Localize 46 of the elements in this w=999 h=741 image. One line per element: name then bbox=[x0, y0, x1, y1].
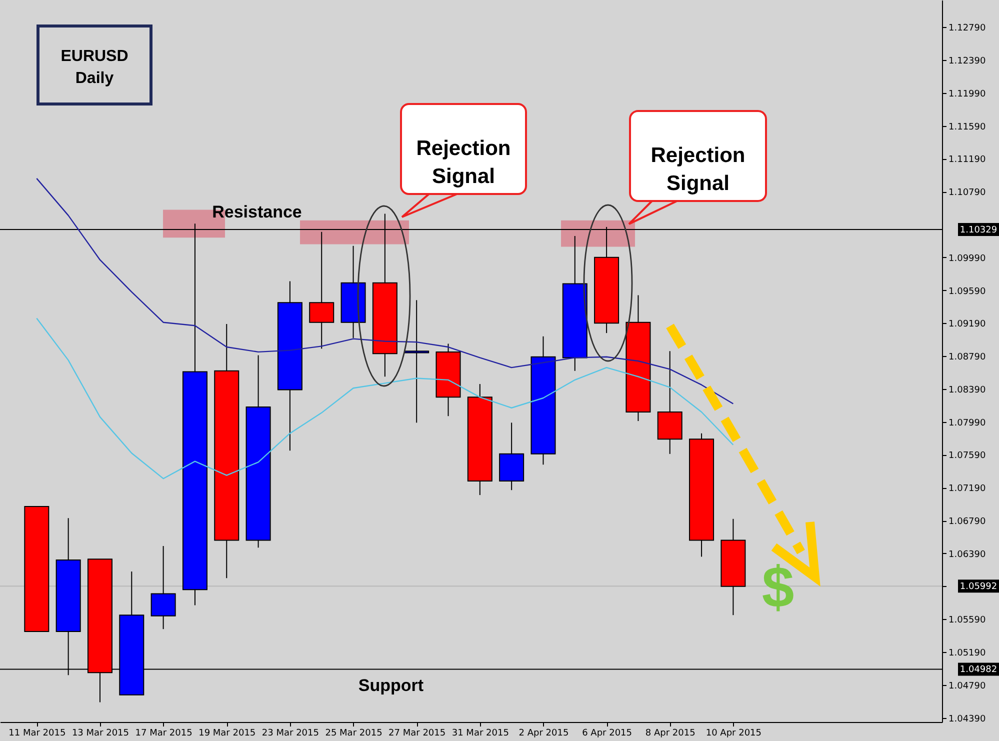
x-tick-label: 31 Mar 2015 bbox=[452, 728, 509, 738]
y-tick-label: 1.08790 bbox=[948, 352, 986, 363]
line-series bbox=[36, 318, 734, 480]
y-tick-label: 1.04390 bbox=[948, 714, 986, 724]
text: Daily bbox=[75, 70, 114, 87]
y-tick-label: 1.12390 bbox=[948, 56, 986, 67]
candlestick bbox=[404, 300, 430, 424]
y-tick-label: 1.05190 bbox=[948, 648, 986, 659]
x-tick-label: 8 Apr 2015 bbox=[645, 728, 696, 738]
y-tick-label: 1.11990 bbox=[948, 89, 986, 100]
y-tick-label: 1.08390 bbox=[948, 385, 986, 396]
x-tick-label: 17 Mar 2015 bbox=[135, 728, 192, 738]
y-tick-label: 1.11190 bbox=[948, 155, 986, 166]
y-tick-label: 1.05590 bbox=[948, 616, 986, 626]
x-tick-label: 19 Mar 2015 bbox=[198, 728, 256, 738]
text: EURUSD bbox=[60, 48, 128, 65]
y-tick-label: 1.10790 bbox=[948, 188, 986, 198]
annotation: Resistance bbox=[212, 202, 302, 222]
ref-line-label: 1.05992 bbox=[960, 582, 998, 592]
x-tick-label: 2 Apr 2015 bbox=[518, 728, 569, 738]
annotation: Support bbox=[358, 676, 424, 696]
ref-line-label: 1.10329 bbox=[960, 226, 998, 236]
x-tick-label: 11 Mar 2015 bbox=[8, 728, 66, 738]
ref-line-label: 1.04982 bbox=[960, 665, 998, 676]
y-tick-label: 1.09590 bbox=[948, 286, 986, 297]
x-tick-label: 27 Mar 2015 bbox=[388, 728, 446, 738]
y-tick-label: 1.09990 bbox=[948, 254, 986, 264]
x-tick-label: 10 Apr 2015 bbox=[706, 728, 762, 738]
annotation: Rejection Signal bbox=[650, 144, 746, 195]
y-tick-label: 1.07590 bbox=[948, 451, 986, 462]
y-tick-label: 1.12790 bbox=[948, 24, 986, 34]
y-tick-label: 1.04790 bbox=[948, 681, 986, 692]
candlestick bbox=[150, 546, 176, 630]
y-tick-label: 1.07190 bbox=[948, 484, 986, 494]
text: $ bbox=[762, 555, 794, 620]
x-tick-label: 13 Mar 2015 bbox=[72, 728, 130, 738]
y-tick-label: 1.06790 bbox=[948, 517, 986, 528]
y-tick-label: 1.07990 bbox=[948, 418, 986, 428]
x-tick-label: 23 Mar 2015 bbox=[262, 728, 319, 738]
y-tick-label: 1.06390 bbox=[948, 550, 986, 560]
annotation: Rejection Signal bbox=[416, 137, 511, 188]
y-tick-label: 1.11590 bbox=[948, 122, 986, 132]
x-tick-label: 25 Mar 2015 bbox=[325, 728, 382, 738]
x-tick-label: 6 Apr 2015 bbox=[582, 728, 632, 738]
y-tick-label: 1.09190 bbox=[948, 320, 986, 330]
candlestick bbox=[309, 231, 334, 350]
